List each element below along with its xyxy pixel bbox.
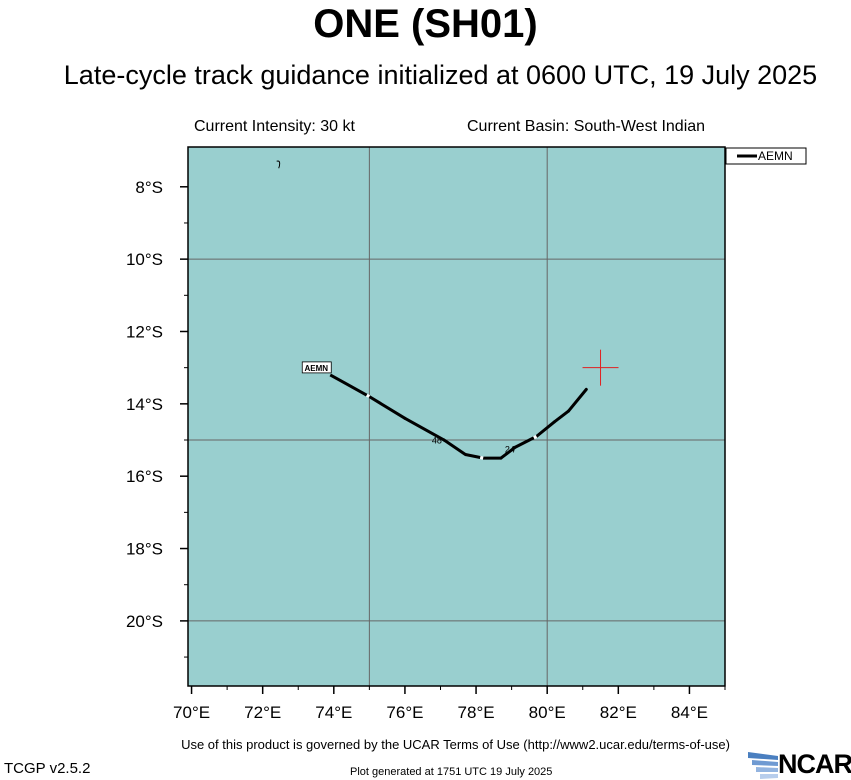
legend: AEMN bbox=[725, 147, 807, 165]
y-tick-label: 10°S bbox=[126, 250, 163, 269]
x-tick-label: 74°E bbox=[315, 703, 352, 722]
track-layer: AEMN 24 48 bbox=[301, 349, 619, 460]
island-mark bbox=[276, 160, 281, 169]
y-tick-label: 14°S bbox=[126, 395, 163, 414]
legend-label: AEMN bbox=[758, 149, 793, 163]
terms-of-use-text: Use of this product is governed by the U… bbox=[181, 737, 730, 752]
y-tick-label: 8°S bbox=[135, 178, 163, 197]
track-segment bbox=[567, 387, 588, 413]
track-gap-marker bbox=[479, 456, 484, 460]
track-gap-marker bbox=[366, 393, 371, 398]
chart-subtitle: Late-cycle track guidance initialized at… bbox=[63, 60, 818, 90]
track-label: AEMN bbox=[304, 364, 328, 373]
forecast-hour-label: 24 bbox=[505, 445, 515, 455]
grid-layer bbox=[188, 147, 725, 686]
chart-title: ONE (SH01) bbox=[313, 2, 538, 46]
x-tick-label: 78°E bbox=[458, 703, 495, 722]
y-tick-label: 16°S bbox=[126, 467, 163, 486]
track-label-box bbox=[301, 361, 332, 374]
x-tick-label: 70°E bbox=[173, 703, 210, 722]
ncar-logo-text: NCAR bbox=[778, 749, 851, 779]
track-segment bbox=[367, 395, 407, 420]
track-gap-marker bbox=[533, 435, 538, 440]
track-segment bbox=[465, 453, 481, 459]
current-intensity: Current Intensity: 30 kt bbox=[194, 118, 355, 135]
ocean-area bbox=[188, 147, 725, 686]
x-tick-label: 80°E bbox=[529, 703, 566, 722]
x-tick-label: 82°E bbox=[600, 703, 637, 722]
y-tick-label: 18°S bbox=[126, 540, 163, 559]
x-tick-label: 72°E bbox=[244, 703, 281, 722]
version-label: TCGP v2.5.2 bbox=[4, 760, 91, 777]
island-layer bbox=[276, 160, 281, 169]
forecast-hour-label: 48 bbox=[432, 436, 442, 446]
y-tick-label: 20°S bbox=[126, 612, 163, 631]
track-segment bbox=[499, 445, 517, 460]
ncar-logo-icon bbox=[748, 752, 778, 779]
x-tick-label: 76°E bbox=[386, 703, 423, 722]
current-basin: Current Basin: South-West Indian bbox=[467, 118, 706, 135]
track-segment bbox=[535, 420, 556, 438]
track-segment bbox=[403, 416, 446, 442]
generated-timestamp: Plot generated at 1751 UTC 19 July 2025 bbox=[350, 766, 553, 778]
track-segment bbox=[552, 409, 571, 424]
axis-layer: 70°E 72°E 74°E 76°E 78°E 80°E 82°E 84°E 8°S 10°S 1… bbox=[126, 178, 726, 722]
ncar-logo: NCAR bbox=[748, 748, 851, 780]
track-segment bbox=[514, 436, 535, 449]
track-segment bbox=[329, 373, 368, 397]
legend-box bbox=[725, 147, 807, 165]
y-tick-label: 12°S bbox=[126, 322, 163, 341]
plot-frame bbox=[187, 146, 726, 687]
track-segment bbox=[442, 438, 467, 456]
x-tick-label: 84°E bbox=[671, 703, 708, 722]
